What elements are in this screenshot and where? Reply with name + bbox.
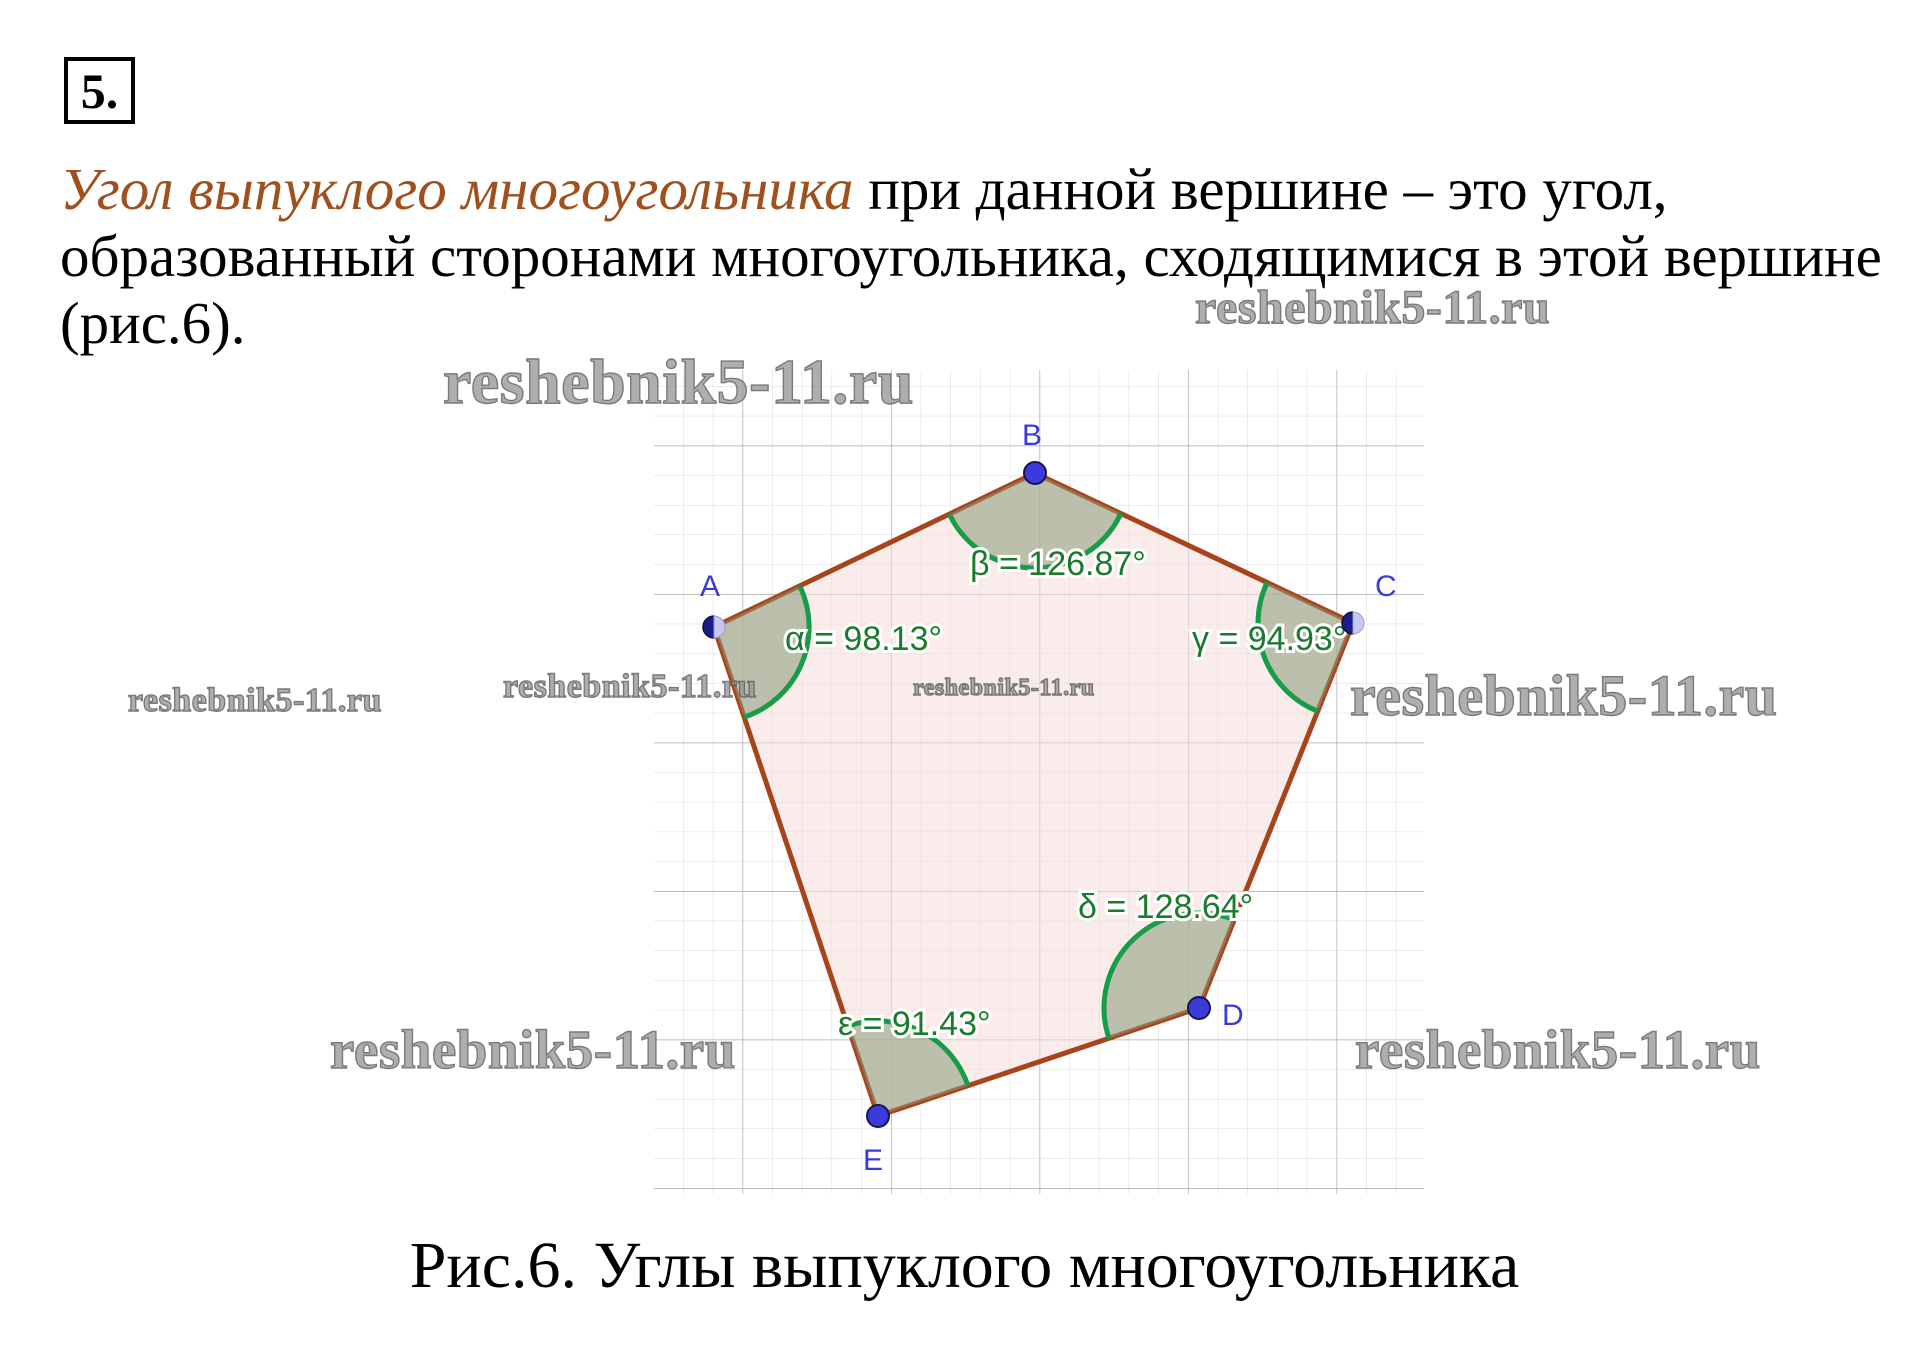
svg-text:ε = 91.43°: ε = 91.43° xyxy=(838,1005,991,1043)
svg-text:δ = 128.64°: δ = 128.64° xyxy=(1078,888,1253,926)
svg-text:E: E xyxy=(863,1144,883,1177)
svg-text:A: A xyxy=(700,570,720,603)
svg-text:γ = 94.93°: γ = 94.93° xyxy=(1192,620,1346,658)
svg-text:D: D xyxy=(1222,999,1244,1032)
svg-text:α = 98.13°: α = 98.13° xyxy=(785,620,942,658)
svg-text:C: C xyxy=(1375,570,1397,603)
svg-text:B: B xyxy=(1022,419,1042,452)
svg-text:β = 126.87°: β = 126.87° xyxy=(970,545,1146,583)
